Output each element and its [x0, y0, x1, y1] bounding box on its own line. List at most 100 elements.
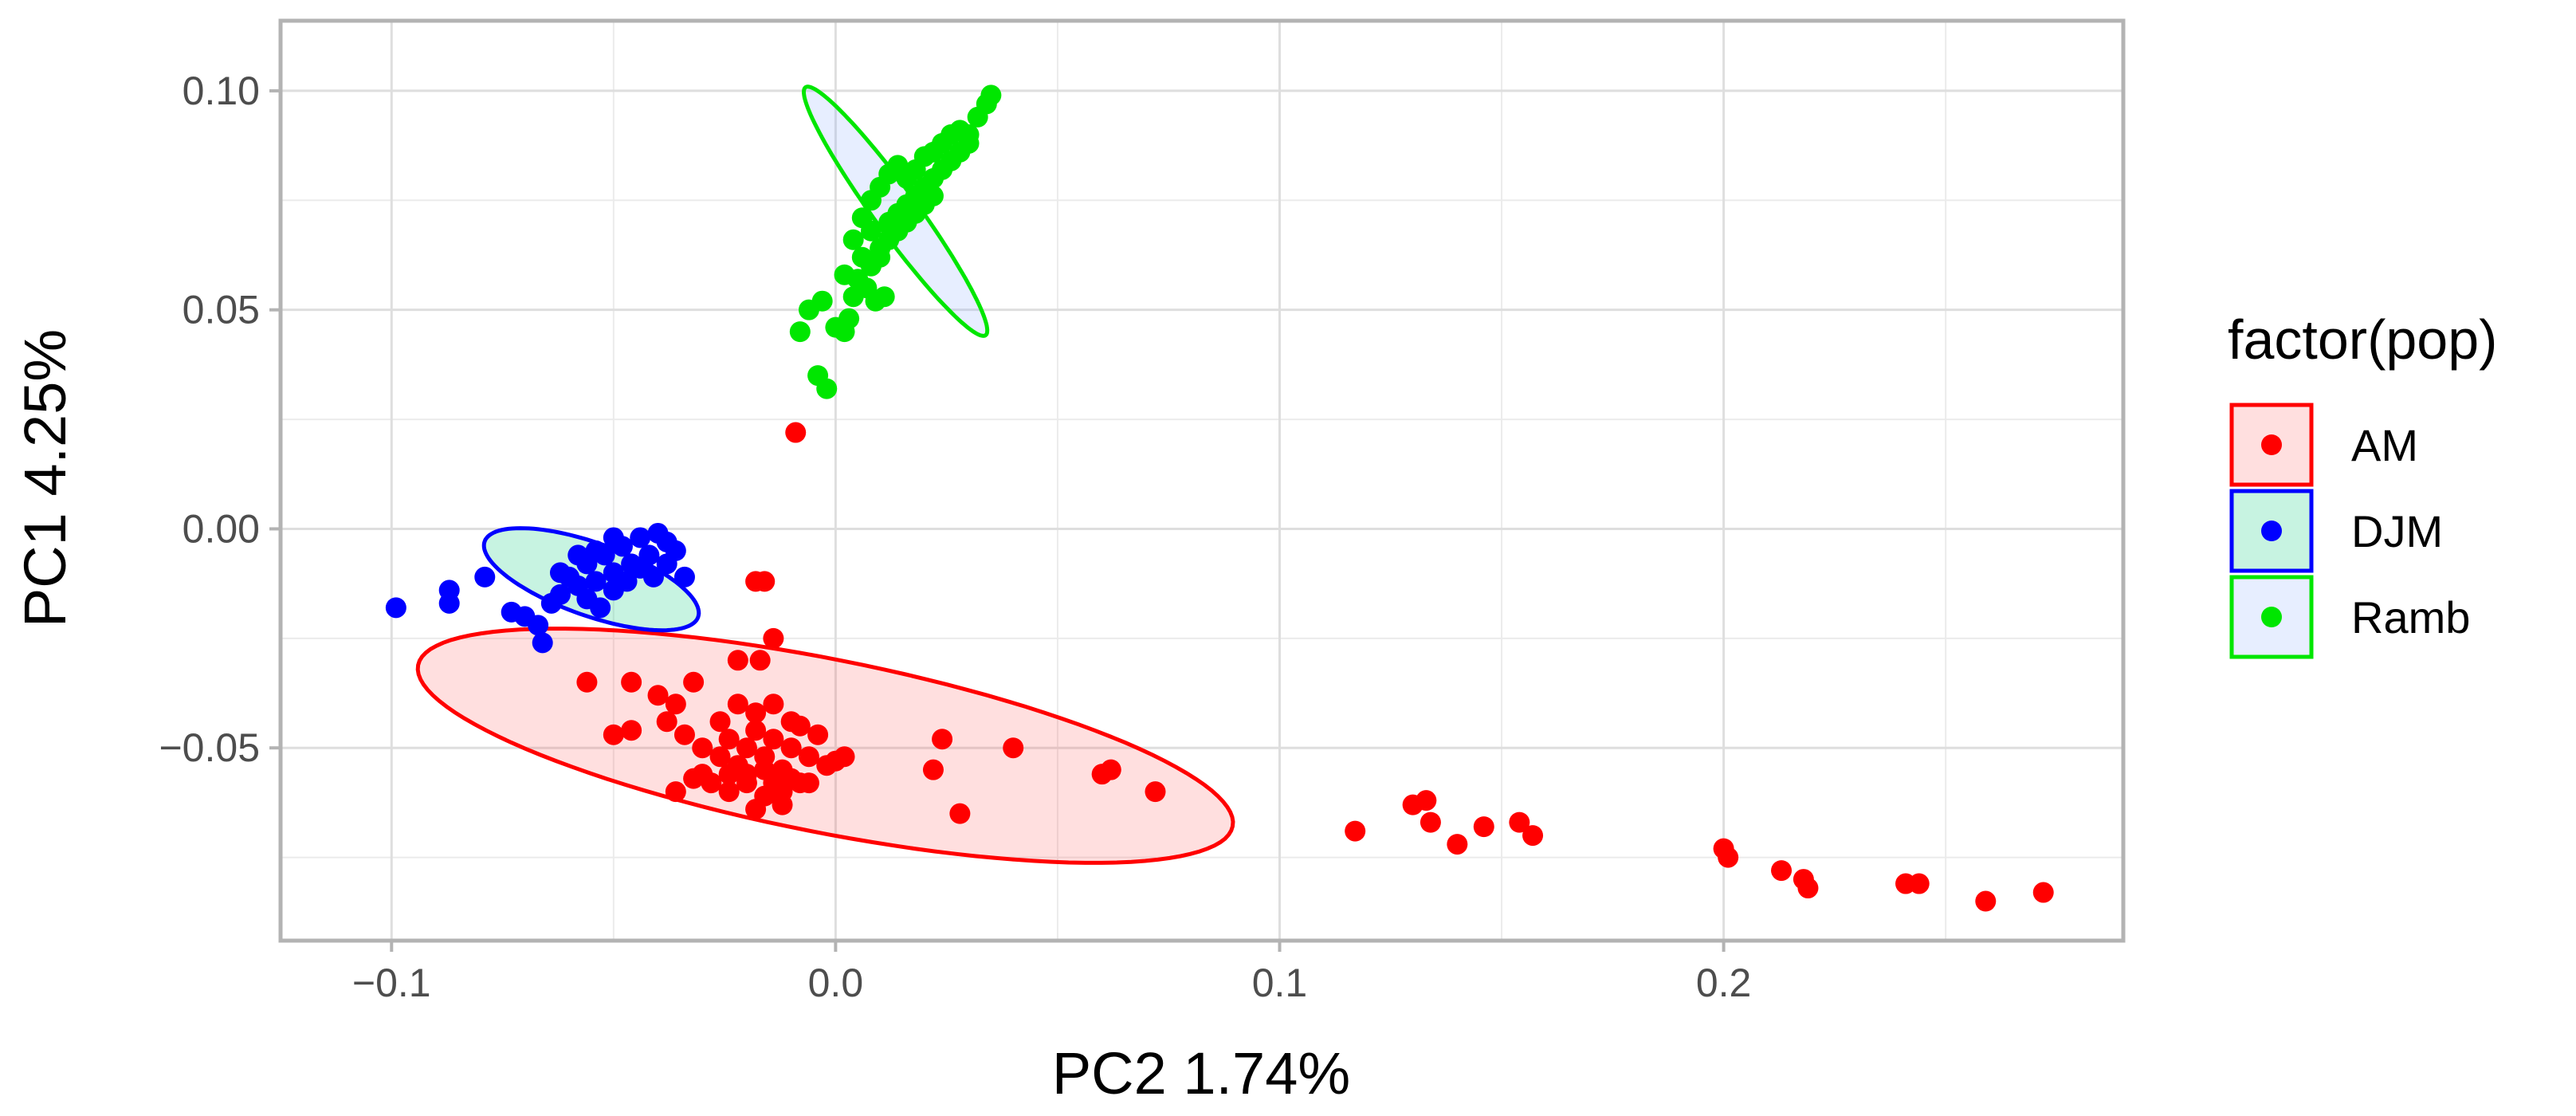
point-djm	[656, 553, 677, 575]
point-ramb	[834, 264, 855, 285]
point-djm	[603, 527, 624, 548]
point-am	[718, 764, 740, 785]
point-ramb	[980, 84, 1002, 106]
point-djm	[549, 562, 571, 584]
point-am	[949, 803, 971, 824]
point-am	[647, 685, 669, 706]
point-am	[1771, 860, 1793, 882]
y-tick-label: 0.10	[183, 69, 260, 113]
point-am	[683, 671, 705, 693]
point-am	[665, 781, 686, 803]
legend-label-am: AM	[2351, 420, 2418, 470]
point-djm	[532, 632, 553, 654]
y-axis-title: PC1 4.25%	[12, 329, 78, 627]
point-ramb	[807, 365, 829, 387]
point-ramb	[838, 308, 860, 329]
point-am	[727, 694, 748, 715]
confidence-ellipses	[415, 84, 1235, 865]
point-am	[692, 737, 713, 759]
point-am	[834, 746, 855, 768]
point-ramb	[789, 321, 811, 343]
point-am	[1908, 873, 1930, 894]
legend-label-ramb: Ramb	[2351, 592, 2470, 642]
point-am	[922, 759, 944, 780]
point-ramb	[860, 255, 882, 277]
point-am	[576, 671, 598, 693]
point-am	[745, 702, 767, 724]
point-am	[745, 799, 767, 820]
x-axis-title: PC2 1.74%	[1052, 1040, 1350, 1106]
point-am	[621, 720, 642, 741]
point-ramb	[874, 286, 895, 308]
point-am	[798, 746, 819, 768]
y-tick-label: −0.05	[159, 725, 260, 770]
point-am	[807, 724, 829, 745]
point-am	[709, 746, 731, 768]
x-tick-label: 0.2	[1696, 961, 1752, 1005]
point-am	[763, 627, 784, 649]
point-am	[621, 671, 642, 693]
data-points	[385, 84, 2054, 912]
legend-key-point	[2261, 607, 2282, 627]
x-axis-ticks: −0.1 0.0 0.1 0.2	[352, 941, 1751, 1005]
point-djm	[567, 544, 589, 566]
y-tick-label: 0.05	[183, 288, 260, 332]
point-am	[1100, 759, 1121, 780]
point-am	[673, 724, 695, 745]
point-djm	[673, 566, 695, 587]
point-djm	[549, 584, 571, 605]
legend-label-djm: DJM	[2351, 506, 2443, 556]
point-am	[1003, 737, 1024, 759]
point-djm	[590, 597, 611, 619]
y-axis-ticks: 0.10 0.05 0.00 −0.05	[159, 69, 281, 770]
point-am	[718, 781, 740, 803]
point-djm	[438, 592, 460, 614]
point-am	[683, 768, 705, 789]
point-am	[754, 571, 776, 592]
point-am	[763, 694, 784, 715]
point-am	[709, 711, 731, 733]
point-djm	[385, 597, 406, 619]
point-am	[932, 729, 953, 750]
point-ramb	[922, 185, 944, 206]
point-am	[603, 724, 624, 745]
point-am	[780, 737, 802, 759]
point-djm	[642, 566, 664, 587]
point-ramb	[851, 207, 873, 229]
x-tick-label: 0.0	[808, 961, 864, 1005]
x-tick-label: 0.1	[1252, 961, 1308, 1005]
point-am	[718, 729, 740, 750]
point-am	[1473, 816, 1494, 838]
point-am	[736, 764, 757, 785]
point-am	[1420, 811, 1441, 833]
point-am	[727, 650, 748, 671]
grid-major	[281, 21, 2123, 941]
y-tick-label: 0.00	[183, 506, 260, 551]
point-am	[798, 772, 819, 794]
point-am	[1416, 790, 1437, 811]
point-am	[780, 768, 802, 789]
point-am	[785, 422, 807, 443]
point-am	[749, 650, 771, 671]
point-am	[1797, 878, 1819, 899]
point-am	[763, 729, 784, 750]
point-ramb	[811, 290, 833, 312]
point-am	[772, 794, 793, 815]
point-am	[1345, 820, 1366, 842]
legend: factor(pop) AM DJM Ramb	[2228, 308, 2497, 659]
point-ramb	[842, 229, 864, 250]
point-am	[1509, 811, 1530, 833]
point-am	[763, 772, 784, 794]
point-am	[656, 711, 677, 733]
point-am	[1447, 834, 1468, 855]
ellipse-am	[415, 627, 1235, 865]
point-am	[1522, 825, 1544, 847]
point-am	[1975, 890, 1997, 912]
point-am	[1145, 781, 1166, 803]
point-am	[2032, 882, 2054, 903]
point-am	[745, 720, 767, 741]
point-djm	[630, 527, 651, 548]
point-ramb	[958, 132, 980, 154]
grid-minor	[281, 21, 2123, 941]
legend-key-point	[2261, 521, 2282, 541]
